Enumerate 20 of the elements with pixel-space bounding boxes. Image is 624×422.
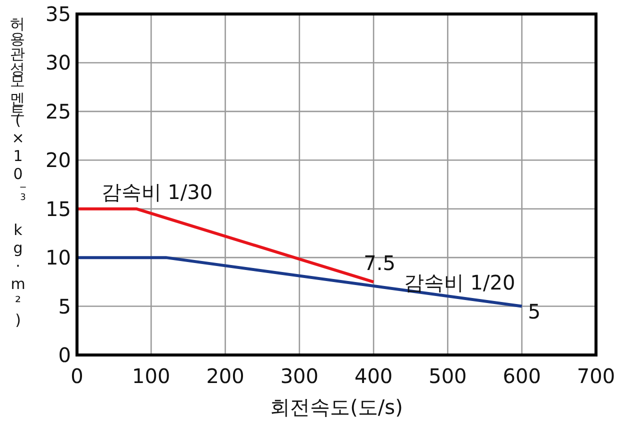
x-tick-label: 600	[502, 364, 541, 388]
y-tick-label: 5	[58, 294, 71, 318]
y-tick-label: 30	[46, 50, 71, 75]
x-tick-label: 300	[280, 364, 319, 388]
x-tick-label: 200	[206, 364, 244, 388]
series-label: 감속비 1/20	[404, 270, 516, 294]
x-tick-label: 700	[576, 364, 616, 388]
x-axis-title: 회전속도(도/s)	[270, 395, 403, 419]
data-label: 7.5	[364, 250, 396, 275]
y-tick-label: 20	[46, 148, 71, 172]
y-tick-label: 35	[46, 2, 71, 26]
data-label: 5	[528, 299, 541, 324]
y-tick-label: 0	[58, 343, 71, 367]
series-label: 감속비 1/30	[101, 180, 213, 204]
y-tick-label: 10	[46, 246, 71, 270]
y-tick-label: 25	[46, 99, 71, 124]
x-tick-label: 100	[132, 364, 170, 388]
y-tick-label: 15	[46, 196, 71, 221]
x-tick-label: 500	[428, 364, 467, 388]
x-tick-label: 400	[354, 364, 393, 388]
